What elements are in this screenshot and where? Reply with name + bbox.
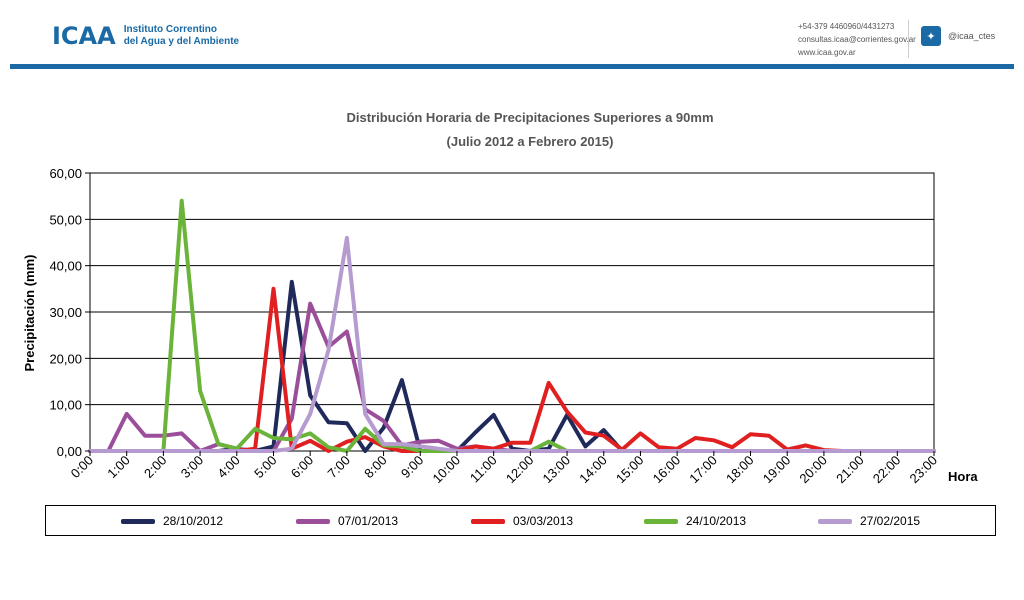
- contact-email[interactable]: consultas.icaa@corrientes.gov.ar: [798, 35, 916, 44]
- legend-swatch: [296, 518, 330, 524]
- contact-web[interactable]: www.icaa.gov.ar: [798, 48, 856, 57]
- series-line-27/02/2015: [88, 235, 936, 453]
- header-accent-bar: [10, 64, 1014, 69]
- x-tick-label: 8:00: [361, 453, 390, 482]
- page-header: ICAA Instituto Correntino del Agua y del…: [0, 0, 1024, 66]
- chart-legend: 28/10/2012 07/01/2013 03/03/2013 24/10/2013…: [45, 505, 996, 536]
- x-tick-label: 1:00: [104, 453, 133, 482]
- x-tick-label: 11:00: [467, 453, 500, 486]
- x-tick-label: 18:00: [723, 453, 757, 487]
- legend-label: 03/03/2013: [513, 514, 574, 528]
- series-line-03/03/2013: [88, 286, 936, 453]
- y-tick-label: 50,00: [49, 212, 82, 227]
- x-tick-label: 2:00: [141, 453, 170, 482]
- x-tick-label: 16:00: [650, 453, 684, 487]
- x-tick-label: 12:00: [503, 453, 537, 487]
- twitter-icon[interactable]: ✦: [921, 26, 941, 46]
- x-tick-label: 19:00: [760, 453, 794, 487]
- twitter-link[interactable]: ✦ @icaa_ctes: [921, 26, 995, 46]
- series-line-24/10/2013: [88, 198, 936, 453]
- y-tick-label: 40,00: [49, 259, 82, 274]
- legend-swatch: [644, 518, 678, 524]
- header-divider: [908, 20, 909, 58]
- contact-info: +54-379 4460960/4431273 consultas.icaa@c…: [798, 20, 916, 59]
- org-name: Instituto Correntino del Agua y del Ambi…: [124, 24, 239, 48]
- y-axis-label: Precipitación (mm): [22, 254, 37, 371]
- x-tick-label: 21:00: [833, 453, 867, 487]
- legend-label: 24/10/2013: [686, 514, 747, 528]
- x-tick-label: 6:00: [288, 453, 317, 482]
- legend-swatch: [818, 518, 852, 524]
- contact-phone: +54-379 4460960/4431273: [798, 22, 895, 31]
- chart-subtitle: (Julio 2012 a Febrero 2015): [446, 134, 614, 149]
- x-axis-label: Hora: [948, 469, 978, 484]
- x-tick-label: 15:00: [613, 453, 647, 487]
- series-line-28/10/2012: [88, 279, 936, 453]
- y-tick-label: 20,00: [49, 351, 82, 366]
- chart-title: Distribución Horaria de Precipitaciones …: [346, 110, 714, 125]
- legend-item: 27/02/2015: [818, 514, 920, 528]
- x-tick-label: 22:00: [870, 453, 904, 487]
- legend-item: 07/01/2013: [296, 514, 398, 528]
- icaa-logo[interactable]: ICAA Instituto Correntino del Agua y del…: [52, 22, 239, 50]
- org-name-line1: Instituto Correntino: [123, 24, 218, 35]
- logo-mark: ICAA: [52, 22, 116, 50]
- x-tick-label: 3:00: [178, 453, 207, 482]
- x-tick-label: 9:00: [398, 453, 427, 482]
- y-tick-label: 10,00: [49, 398, 82, 413]
- y-tick-label: 60,00: [49, 166, 82, 181]
- x-tick-label: 10:00: [429, 453, 463, 487]
- legend-swatch: [121, 518, 155, 524]
- twitter-handle[interactable]: @icaa_ctes: [948, 31, 996, 41]
- x-tick-label: 5:00: [251, 453, 280, 482]
- series-line-07/01/2013: [88, 301, 936, 453]
- legend-label: 07/01/2013: [338, 514, 399, 528]
- legend-label: 28/10/2012: [163, 514, 224, 528]
- legend-item: 03/03/2013: [471, 514, 573, 528]
- x-tick-label: 4:00: [214, 453, 243, 482]
- y-tick-label: 0,00: [57, 444, 82, 459]
- y-tick-label: 30,00: [49, 305, 82, 320]
- x-tick-label: 7:00: [324, 453, 353, 482]
- x-tick-label: 20:00: [796, 453, 830, 487]
- x-tick-label: 13:00: [540, 453, 574, 487]
- org-name-line2: del Agua y del Ambiente: [123, 36, 240, 47]
- legend-label: 27/02/2015: [860, 514, 921, 528]
- legend-item: 28/10/2012: [121, 514, 223, 528]
- x-tick-label: 17:00: [686, 453, 720, 487]
- legend-item: 24/10/2013: [644, 514, 746, 528]
- x-tick-label: 23:00: [907, 453, 941, 487]
- legend-swatch: [471, 518, 505, 524]
- x-tick-label: 14:00: [576, 453, 610, 487]
